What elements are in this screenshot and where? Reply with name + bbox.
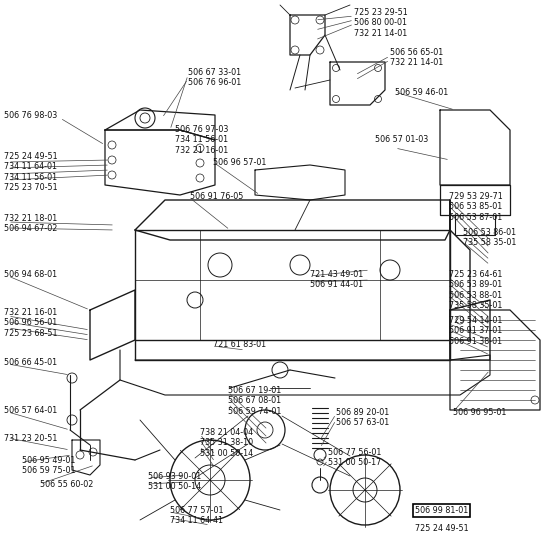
Text: 506 91 76-05: 506 91 76-05 (190, 192, 244, 201)
Text: 506 53 86-01
735 58 35-01: 506 53 86-01 735 58 35-01 (463, 228, 516, 248)
Text: 506 93 90-01
531 00 50-14: 506 93 90-01 531 00 50-14 (148, 472, 201, 492)
Text: 721 43 49-01
506 91 44-01: 721 43 49-01 506 91 44-01 (310, 270, 363, 290)
Text: 725 23 29-51
506 80 00-01
732 21 14-01: 725 23 29-51 506 80 00-01 732 21 14-01 (354, 8, 408, 38)
Text: 725 24 49-51: 725 24 49-51 (415, 524, 469, 533)
Text: 506 89 20-01
506 57 63-01: 506 89 20-01 506 57 63-01 (336, 408, 389, 427)
Text: 506 99 81-01: 506 99 81-01 (415, 506, 468, 515)
Text: 506 96 57-01: 506 96 57-01 (213, 158, 267, 167)
Text: 506 76 98-03: 506 76 98-03 (4, 111, 57, 120)
Text: 506 77 57-01
734 11 64-41: 506 77 57-01 734 11 64-41 (170, 506, 223, 525)
Text: 506 66 45-01: 506 66 45-01 (4, 358, 57, 367)
Text: 729 54 14-01
506 91 37-01
506 91 38-01: 729 54 14-01 506 91 37-01 506 91 38-01 (449, 316, 502, 346)
Text: 506 77 56-01
531 00 50-17: 506 77 56-01 531 00 50-17 (328, 448, 381, 468)
Text: 506 56 65-01
732 21 14-01: 506 56 65-01 732 21 14-01 (390, 48, 444, 67)
Text: 721 61 83-01: 721 61 83-01 (213, 340, 266, 349)
Text: 506 67 19-01
506 67 08-01
506 59 74-01: 506 67 19-01 506 67 08-01 506 59 74-01 (228, 386, 281, 416)
Text: 506 57 01-03: 506 57 01-03 (375, 135, 428, 144)
Text: 725 24 49-51
734 11 64-01
734 11 56-01
725 23 70-51: 725 24 49-51 734 11 64-01 734 11 56-01 7… (4, 152, 58, 192)
Text: 506 96 95-01: 506 96 95-01 (453, 408, 506, 417)
Text: 729 53 29-71
506 53 85-01
506 53 87-01: 729 53 29-71 506 53 85-01 506 53 87-01 (449, 192, 503, 222)
Text: 725 23 64-61
506 53 89-01
506 53 88-01
735 58 35-01: 725 23 64-61 506 53 89-01 506 53 88-01 7… (449, 270, 502, 310)
Text: 732 21 18-01
506 94 67-02: 732 21 18-01 506 94 67-02 (4, 214, 57, 234)
Text: 506 76 97-03
734 11 56-01
732 21 16-01: 506 76 97-03 734 11 56-01 732 21 16-01 (175, 125, 228, 155)
Text: 506 59 46-01: 506 59 46-01 (395, 88, 448, 97)
Text: 738 21 04-04
735 31 38-10
531 00 50-14: 738 21 04-04 735 31 38-10 531 00 50-14 (200, 428, 253, 458)
Text: 506 57 64-01: 506 57 64-01 (4, 406, 57, 415)
Text: 506 94 68-01: 506 94 68-01 (4, 270, 57, 279)
Text: 506 67 33-01
506 76 96-01: 506 67 33-01 506 76 96-01 (188, 68, 241, 87)
Text: 506 95 49-01
506 59 75-01: 506 95 49-01 506 59 75-01 (22, 456, 76, 475)
Text: 731 23 20-51: 731 23 20-51 (4, 434, 57, 443)
Text: 732 21 16-01
506 96 56-01
725 23 68-51: 732 21 16-01 506 96 56-01 725 23 68-51 (4, 308, 58, 338)
Text: 506 55 60-02: 506 55 60-02 (40, 480, 94, 489)
